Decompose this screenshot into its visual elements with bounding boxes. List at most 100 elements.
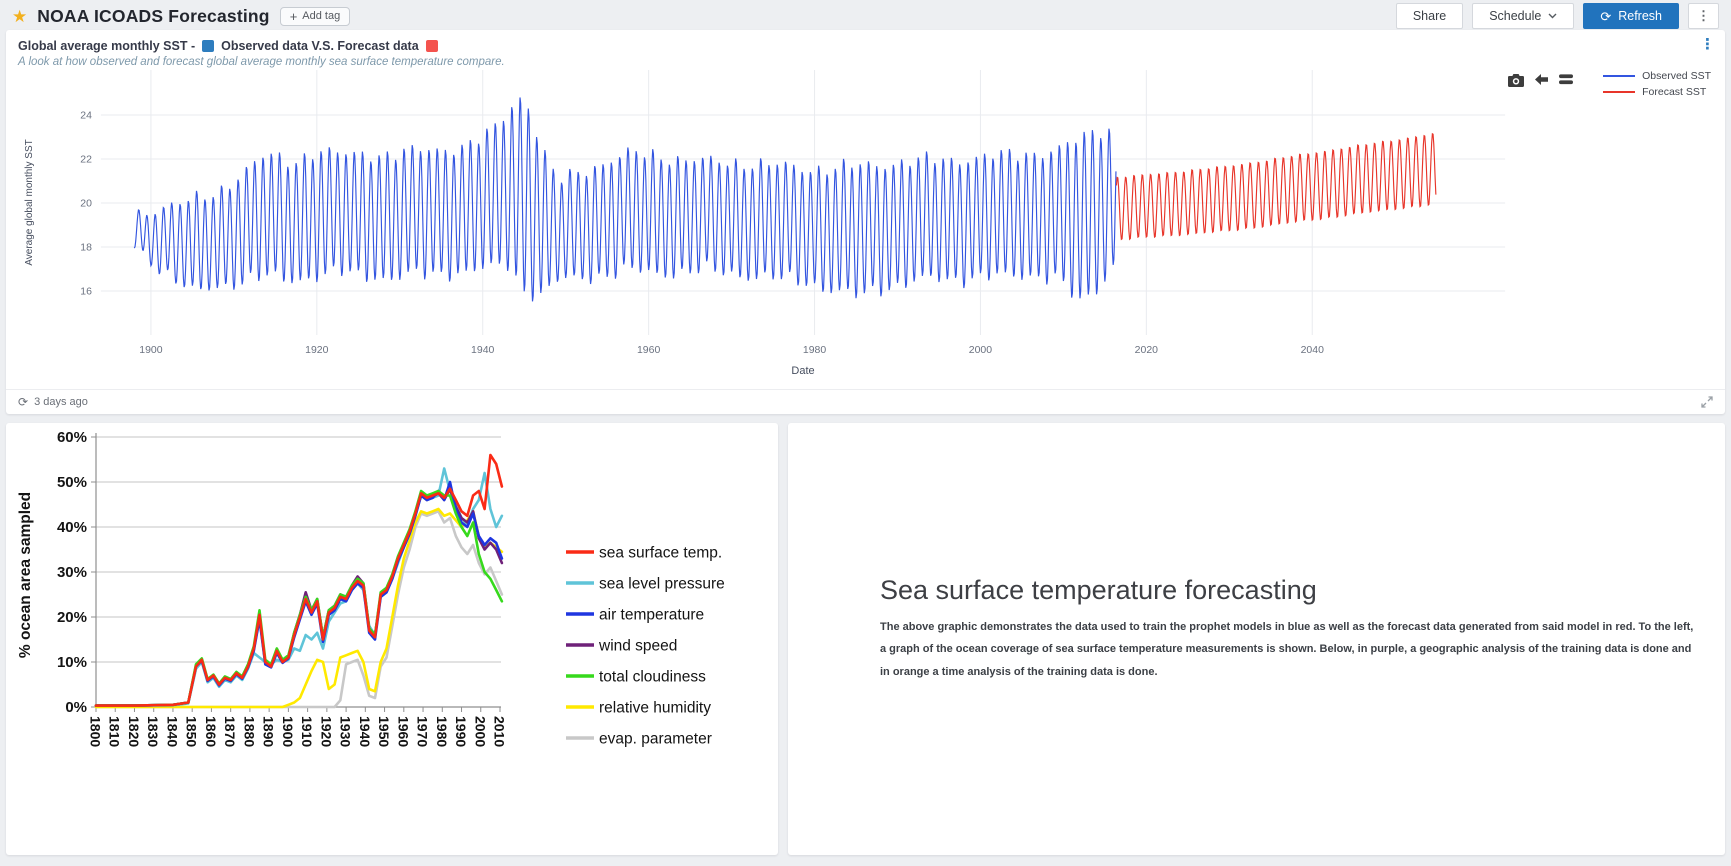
pan-button[interactable]: [1535, 74, 1549, 87]
pan-icon: [1535, 74, 1549, 85]
svg-text:1840: 1840: [164, 716, 180, 747]
svg-text:1890: 1890: [261, 716, 277, 747]
observed-legend-label: Observed SST: [1642, 70, 1711, 82]
svg-text:% ocean area sampled: % ocean area sampled: [17, 492, 34, 658]
autoscale-button[interactable]: [1559, 74, 1574, 87]
svg-text:60%: 60%: [57, 429, 87, 446]
svg-text:0%: 0%: [65, 699, 87, 716]
svg-text:22: 22: [80, 154, 92, 165]
svg-text:24: 24: [80, 110, 92, 121]
svg-text:1830: 1830: [145, 716, 161, 747]
history-icon: ⟳: [18, 395, 29, 409]
svg-text:1930: 1930: [338, 716, 354, 747]
forecast-legend-line: [1603, 91, 1636, 93]
refresh-button[interactable]: ⟳ Refresh: [1583, 3, 1679, 29]
plotly-modebar: [1508, 70, 1574, 87]
svg-text:20: 20: [80, 198, 92, 209]
camera-button[interactable]: [1508, 74, 1525, 87]
svg-text:16: 16: [80, 286, 92, 297]
top-bar-actions: Share Schedule ⟳ Refresh ⋮: [1395, 3, 1719, 29]
forecast-sst-line: [1115, 132, 1437, 241]
total-cloudiness-line: [94, 489, 504, 707]
svg-text:1970: 1970: [415, 716, 431, 747]
svg-text:1900: 1900: [139, 345, 162, 356]
svg-text:30%: 30%: [57, 564, 87, 581]
sst-card-footer: ⟳ 3 days ago: [6, 389, 1725, 414]
sst-timeseries-chart[interactable]: 1900 1920 1940 1960 1980 2000 2020 2040 16 18 20 22…: [16, 70, 1715, 382]
kebab-icon: ⋮: [1700, 36, 1715, 53]
bars-icon: [1559, 74, 1574, 85]
panel-body: The above graphic demonstrates the data …: [880, 620, 1694, 678]
expand-icon: [1701, 396, 1713, 408]
sst-chart-card: ⋮ Global average monthly SST - Observed …: [6, 30, 1725, 414]
text-panel-card: Sea surface temperature forecasting The …: [788, 423, 1725, 855]
chart-subtitle: A look at how observed and forecast glob…: [18, 56, 505, 68]
chart-title: Global average monthly SST - Observed da…: [18, 39, 1713, 53]
sst-chart-area: Observed SST Forecast SST 1900 1920 1940 19…: [16, 70, 1715, 387]
svg-text:1980: 1980: [803, 345, 826, 356]
legend-item-forecast[interactable]: Forecast SST: [1603, 86, 1711, 98]
plus-icon: +: [289, 8, 298, 24]
svg-text:1940: 1940: [357, 716, 373, 747]
observed-swatch: [202, 40, 215, 52]
svg-text:1920: 1920: [318, 716, 334, 747]
add-tag-button[interactable]: + Add tag: [279, 6, 351, 26]
svg-text:1990: 1990: [453, 716, 469, 747]
last-updated-text: 3 days ago: [34, 396, 88, 408]
coverage-chart-card: 0% 10% 20% 30% 40% 50% 60% 1800 1810 1820 1830 1840…: [6, 423, 778, 855]
svg-text:1940: 1940: [471, 345, 494, 356]
svg-text:sea level pressure: sea level pressure: [599, 576, 725, 593]
sst-card-header: Global average monthly SST - Observed da…: [6, 30, 1725, 68]
observed-sst-line: [133, 97, 1117, 302]
chart-title-prefix: Global average monthly SST -: [18, 39, 196, 53]
svg-text:18: 18: [80, 242, 92, 253]
svg-text:20%: 20%: [57, 609, 87, 626]
legend-item-observed[interactable]: Observed SST: [1603, 70, 1711, 82]
last-updated: ⟳ 3 days ago: [18, 396, 88, 408]
schedule-button[interactable]: Schedule: [1472, 3, 1575, 29]
star-icon[interactable]: ★: [12, 6, 28, 26]
svg-text:1900: 1900: [280, 716, 296, 747]
forecast-swatch: [425, 40, 438, 52]
schedule-label: Schedule: [1489, 9, 1542, 23]
expand-button[interactable]: [1701, 396, 1713, 408]
svg-text:1800: 1800: [88, 716, 104, 747]
svg-text:10%: 10%: [57, 654, 87, 671]
chart-controls: Observed SST Forecast SST: [1508, 70, 1711, 98]
refresh-icon: ⟳: [1600, 8, 1612, 24]
svg-text:evap. parameter: evap. parameter: [599, 731, 712, 748]
plot-legend: Observed SST Forecast SST: [1603, 70, 1711, 98]
svg-text:relative humidity: relative humidity: [599, 700, 711, 717]
svg-text:50%: 50%: [57, 474, 87, 491]
svg-text:Date: Date: [791, 365, 814, 377]
svg-text:1950: 1950: [376, 716, 392, 747]
svg-text:40%: 40%: [57, 519, 87, 536]
svg-text:air temperature: air temperature: [599, 607, 704, 624]
bottom-row: 0% 10% 20% 30% 40% 50% 60% 1800 1810 1820 1830 1840…: [6, 423, 1725, 855]
sea-level-pressure-line: [94, 467, 504, 707]
observed-legend-line: [1603, 75, 1636, 77]
svg-text:1960: 1960: [395, 716, 411, 747]
ocean-coverage-chart: 0% 10% 20% 30% 40% 50% 60% 1800 1810 1820 1830 1840…: [17, 429, 725, 748]
svg-text:wind speed: wind speed: [598, 638, 677, 655]
share-button[interactable]: Share: [1395, 3, 1464, 29]
more-options-button[interactable]: ⋮: [1688, 3, 1719, 29]
top-bar: ★ NOAA ICOADS Forecasting + Add tag Shar…: [6, 0, 1725, 30]
refresh-label: Refresh: [1618, 9, 1662, 23]
chart-title-suffix: Observed data V.S. Forecast data: [221, 39, 419, 53]
svg-text:1920: 1920: [305, 345, 328, 356]
camera-icon: [1508, 74, 1525, 87]
svg-text:Average global monthly SST: Average global monthly SST: [24, 139, 35, 265]
svg-text:2040: 2040: [1301, 345, 1324, 356]
svg-text:1960: 1960: [637, 345, 660, 356]
svg-text:1810: 1810: [107, 716, 123, 747]
block-menu-button[interactable]: ⋮: [1700, 37, 1715, 52]
svg-text:sea surface temp.: sea surface temp.: [599, 545, 722, 562]
share-label: Share: [1412, 9, 1447, 23]
sea-surface-temp-line: [94, 453, 504, 707]
svg-text:2000: 2000: [969, 345, 992, 356]
svg-text:1820: 1820: [126, 716, 142, 747]
svg-text:2010: 2010: [491, 716, 507, 747]
add-tag-label: Add tag: [302, 10, 341, 22]
